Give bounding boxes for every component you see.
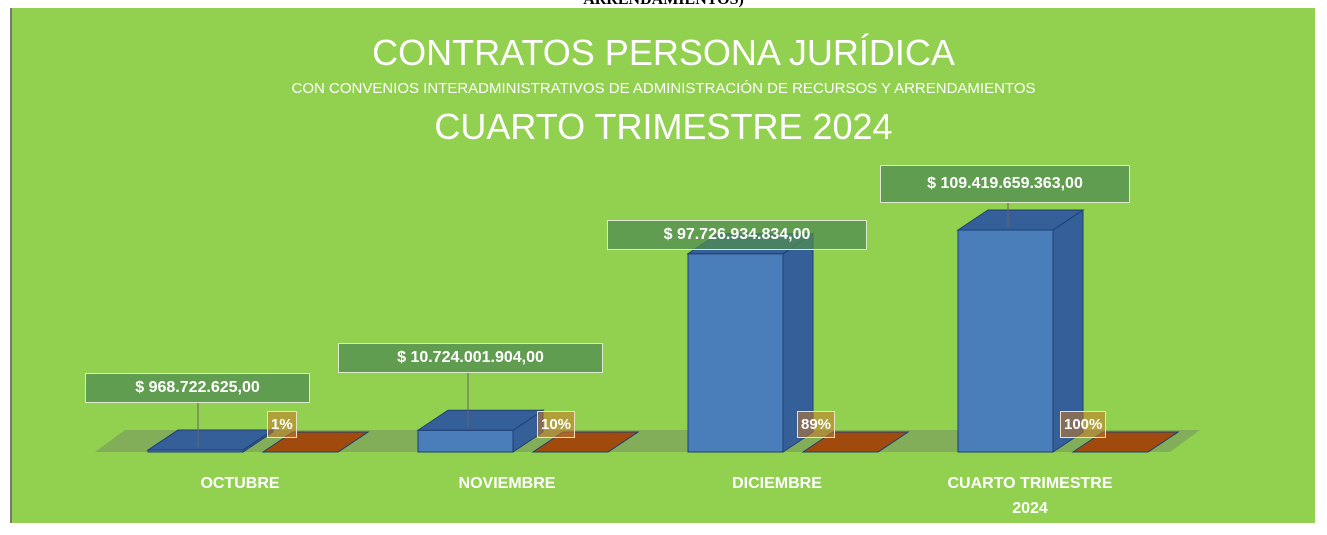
x-tick-label: OCTUBRE — [200, 475, 280, 492]
value-label: $ 10.724.001.904,00 — [338, 343, 603, 373]
value-label: $ 968.722.625,00 — [85, 373, 310, 403]
bar-top — [956, 209, 1085, 231]
chart-title: CONTRATOS PERSONA JURÍDICA — [372, 32, 955, 73]
bar — [957, 229, 1054, 453]
caption-fragment: ARRENDAMIENTOS) — [0, 0, 1327, 9]
x-tick-label: DICIEMBRE — [732, 475, 822, 492]
value-label: $ 109.419.659.363,00 — [880, 165, 1130, 203]
x-tick-label: NOVIEMBRE — [458, 475, 556, 492]
bar — [687, 253, 784, 453]
x-tick-label: CUARTO TRIMESTRE 2024 — [947, 475, 1113, 517]
floor — [95, 430, 1200, 452]
percent-label: 89% — [797, 411, 836, 438]
bar-top — [416, 409, 545, 431]
value-label: $ 97.726.934.834,00 — [607, 220, 867, 250]
percent-label: 10% — [537, 411, 576, 438]
percent-label: 100% — [1060, 411, 1107, 438]
chart-title-2: CUARTO TRIMESTRE 2024 — [434, 106, 893, 147]
chart-subtitle: CON CONVENIOS INTERADMINISTRATIVOS DE AD… — [291, 80, 1036, 97]
percent-label: 1% — [267, 411, 297, 438]
bar — [417, 429, 514, 453]
